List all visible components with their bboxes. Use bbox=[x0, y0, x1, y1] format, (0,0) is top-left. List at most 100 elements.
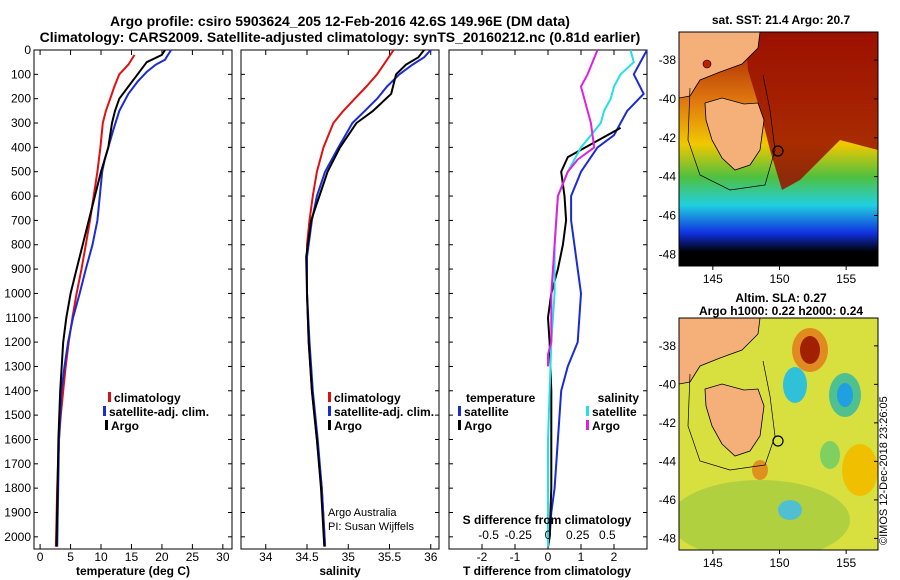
y-tick-label: 1700 bbox=[4, 457, 31, 471]
y-tick-label: 1900 bbox=[4, 505, 31, 519]
x-tick-label: 0 bbox=[37, 550, 44, 564]
y-tick-label: 1200 bbox=[4, 335, 31, 349]
difference-legend: temperature satellite Argo salinity sate… bbox=[458, 391, 639, 433]
legend-swatch-s-satellite bbox=[586, 406, 589, 416]
series-line-sat_salinity bbox=[547, 49, 635, 547]
legend-label-argo: Argo bbox=[334, 419, 362, 433]
salinity-legend: climatology satellite-adj. clim. Argo bbox=[328, 391, 434, 433]
argo-location-marker bbox=[772, 435, 784, 447]
temperature-legend: climatology satellite-adj. clim. Argo bbox=[103, 391, 209, 433]
y-tick-label: 700 bbox=[11, 213, 31, 227]
map-y-tick-label: -40 bbox=[659, 92, 677, 106]
s-difference-xlabel: S difference from climatology bbox=[463, 513, 632, 527]
sla-green-patch bbox=[820, 441, 840, 469]
legend-swatch-t-satellite bbox=[458, 406, 461, 416]
sla-map: 145 150 155 -38 -40 -42 -44 -46 -48 bbox=[659, 317, 879, 570]
legend-heading-salinity: salinity bbox=[598, 391, 640, 405]
s-difference-ticks: -0.5 -0.25 0 0.25 0.5 bbox=[478, 528, 616, 542]
x2-tick-label: -0.5 bbox=[478, 528, 499, 542]
series-line-satellite bbox=[56, 49, 172, 547]
tasmania-island bbox=[704, 97, 765, 171]
salinity-series bbox=[305, 49, 432, 547]
tasmania-island bbox=[704, 383, 765, 457]
y-tick-label: 500 bbox=[11, 165, 31, 179]
map-y-tick-label: -40 bbox=[659, 377, 677, 391]
x-tick-label: 36 bbox=[424, 550, 438, 564]
argo-location-marker bbox=[772, 145, 784, 157]
y-tick-label: 1300 bbox=[4, 359, 31, 373]
salinity-panel-frame bbox=[240, 49, 440, 550]
mainland-coast bbox=[679, 32, 761, 99]
sst-map-frame bbox=[678, 31, 879, 267]
legend-swatch-satellite bbox=[103, 406, 106, 416]
x-tick-label: 2 bbox=[611, 550, 618, 564]
sla-map-ticks: 145 150 155 -38 -40 -42 -44 -46 -48 bbox=[659, 339, 878, 570]
figure-title-line2: Climatology: CARS2009. Satellite-adjuste… bbox=[39, 29, 641, 45]
mainland-coast bbox=[679, 318, 761, 385]
map-x-tick-label: 155 bbox=[836, 272, 856, 286]
series-line-satellite bbox=[547, 49, 648, 547]
isobath-contour bbox=[687, 360, 776, 471]
temperature-xlabel: temperature (deg C) bbox=[76, 564, 190, 578]
x-tick-label: 5 bbox=[67, 550, 74, 564]
series-line-argo_salinity bbox=[547, 49, 599, 367]
series-line-argo bbox=[55, 49, 166, 547]
legend-label-t-satellite: satellite bbox=[464, 405, 509, 419]
legend-swatch-climatology bbox=[108, 392, 111, 402]
legend-swatch-t-argo bbox=[458, 420, 461, 430]
legend-label-climatology: climatology bbox=[114, 391, 181, 405]
x-tick-label: 35 bbox=[342, 550, 356, 564]
y-tick-label: 800 bbox=[11, 238, 31, 252]
series-line-climatology bbox=[54, 54, 136, 547]
y-tick-label: 1000 bbox=[4, 286, 31, 300]
sla-map-frame bbox=[678, 317, 879, 551]
x-tick-label: -2 bbox=[477, 550, 488, 564]
x2-tick-label: 0 bbox=[545, 528, 552, 542]
sla-map-subtitle: Argo h1000: 0.22 h2000: 0.24 bbox=[698, 304, 864, 318]
legend-swatch-argo bbox=[105, 420, 108, 430]
y-tick-label: 400 bbox=[11, 140, 31, 154]
map-x-tick-label: 150 bbox=[769, 272, 789, 286]
x-tick-label: 25 bbox=[186, 550, 200, 564]
x-tick-label: 34.5 bbox=[295, 550, 319, 564]
y-tick-label: 0 bbox=[24, 43, 31, 57]
map-x-tick-label: 145 bbox=[703, 272, 723, 286]
map-y-tick-label: -38 bbox=[659, 53, 677, 67]
x-tick-label: 20 bbox=[155, 550, 169, 564]
difference-series bbox=[547, 49, 648, 547]
map-y-tick-label: -38 bbox=[659, 339, 677, 353]
sla-map-title: Altim. SLA: 0.27 bbox=[735, 291, 827, 305]
x-tick-label: 15 bbox=[125, 550, 139, 564]
legend-label-argo: Argo bbox=[111, 419, 139, 433]
sla-negative-small bbox=[778, 500, 802, 520]
legend-swatch-satellite bbox=[328, 406, 331, 416]
map-y-tick-label: -46 bbox=[659, 493, 677, 507]
legend-label-climatology: climatology bbox=[334, 391, 401, 405]
series-line-argo bbox=[305, 49, 425, 547]
y-tick-label: 1800 bbox=[4, 481, 31, 495]
y-tick-label: 600 bbox=[11, 189, 31, 203]
x-tick-label: 1 bbox=[578, 550, 585, 564]
warm-current-region bbox=[745, 32, 878, 190]
t-difference-xlabel: T difference from climatology bbox=[463, 564, 631, 578]
sla-negative-eddy bbox=[783, 367, 807, 403]
sla-patch bbox=[679, 480, 850, 550]
y-tick-label: 2000 bbox=[4, 530, 31, 544]
x-tick-label: -1 bbox=[510, 550, 521, 564]
difference-axis-ticks: -2 -1 0 1 2 bbox=[449, 49, 647, 564]
y-tick-label: 900 bbox=[11, 262, 31, 276]
map-y-tick-label: -44 bbox=[659, 170, 677, 184]
x-tick-label: 10 bbox=[94, 550, 108, 564]
legend-label-s-satellite: satellite bbox=[592, 405, 637, 419]
x2-tick-label: -0.25 bbox=[505, 528, 533, 542]
temperature-series bbox=[54, 49, 172, 547]
y-tick-label: 200 bbox=[11, 92, 31, 106]
legend-swatch-argo bbox=[328, 420, 331, 430]
y-tick-label: 100 bbox=[11, 67, 31, 81]
series-line-argo bbox=[547, 127, 622, 547]
y-tick-label: 1100 bbox=[5, 311, 31, 325]
warm-spot bbox=[702, 59, 712, 69]
y-tick-label: 1600 bbox=[4, 432, 31, 446]
map-y-tick-label: -48 bbox=[659, 247, 677, 261]
